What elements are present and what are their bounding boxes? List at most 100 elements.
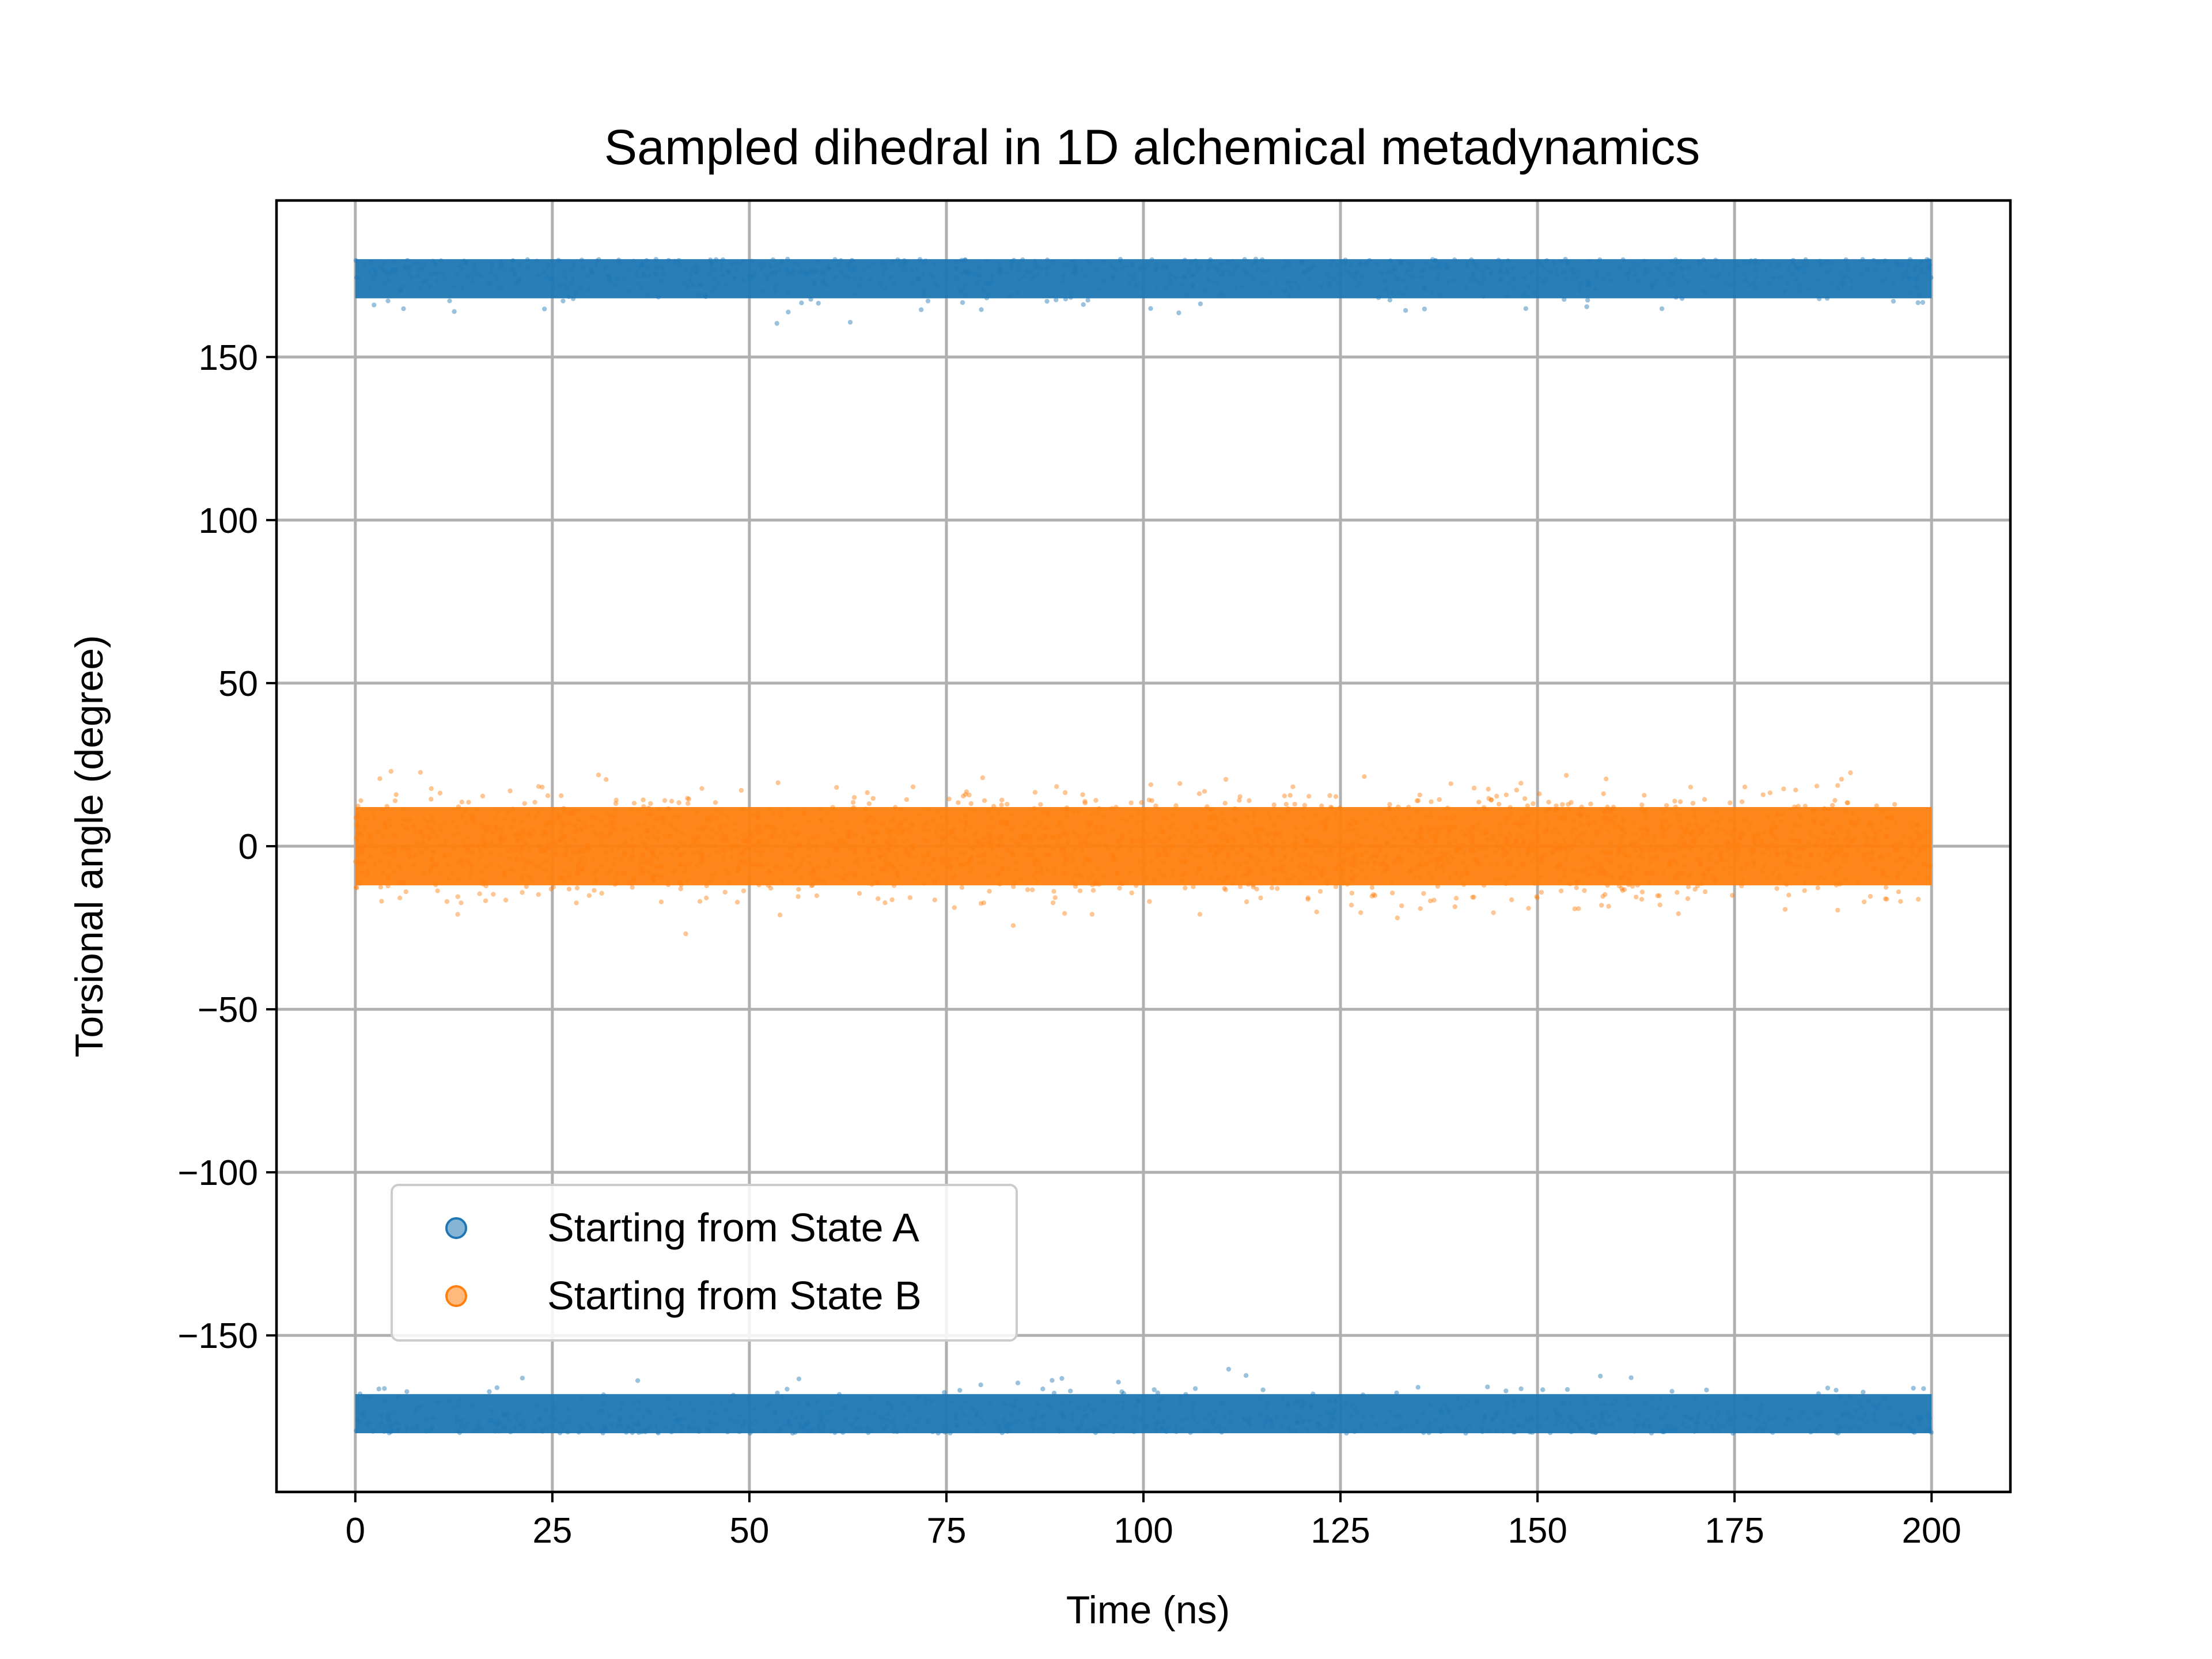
- data-point: [1714, 1400, 1719, 1406]
- data-point: [1135, 809, 1141, 815]
- data-point: [620, 1423, 625, 1428]
- data-point: [1608, 839, 1613, 845]
- data-point: [609, 824, 615, 830]
- data-point: [1692, 887, 1698, 892]
- data-point: [987, 834, 993, 840]
- data-point: [1574, 1421, 1580, 1426]
- data-point: [1562, 268, 1568, 274]
- data-point: [544, 820, 550, 825]
- data-point: [571, 808, 576, 814]
- data-point: [656, 828, 661, 834]
- data-point: [1408, 274, 1414, 279]
- data-point: [499, 840, 504, 846]
- data-point: [1898, 899, 1903, 904]
- data-point: [362, 1411, 368, 1416]
- data-point: [1171, 812, 1176, 817]
- data-point: [1759, 1402, 1764, 1407]
- data-point: [786, 1419, 791, 1425]
- data-point: [1797, 839, 1802, 844]
- data-point: [1919, 270, 1924, 275]
- data-point: [605, 273, 611, 278]
- data-point: [1467, 1422, 1472, 1427]
- data-point: [1419, 826, 1424, 831]
- data-point: [828, 1429, 834, 1434]
- data-point: [1428, 834, 1433, 840]
- data-point: [1073, 263, 1079, 269]
- data-point: [1666, 283, 1672, 288]
- data-point: [724, 868, 729, 873]
- data-point: [417, 287, 422, 293]
- data-point: [665, 882, 671, 888]
- data-point: [1582, 831, 1588, 836]
- data-point: [1633, 273, 1638, 278]
- data-point: [709, 260, 714, 265]
- data-point: [686, 796, 692, 802]
- data-point: [953, 1416, 958, 1421]
- data-point: [495, 863, 501, 869]
- data-point: [1602, 809, 1607, 815]
- data-point: [361, 1414, 366, 1419]
- data-point: [891, 817, 896, 822]
- data-point: [1696, 831, 1702, 837]
- data-point: [1361, 1392, 1366, 1397]
- data-point: [1072, 259, 1078, 264]
- data-point: [1544, 1416, 1550, 1421]
- data-point: [475, 271, 481, 277]
- data-point: [745, 1397, 751, 1402]
- data-point: [986, 809, 991, 814]
- data-point: [372, 845, 377, 851]
- data-point: [1626, 271, 1631, 276]
- data-point: [423, 846, 429, 851]
- data-point: [424, 1416, 429, 1422]
- data-point: [966, 1421, 971, 1426]
- data-point: [704, 883, 709, 888]
- data-point: [996, 260, 1002, 266]
- data-point: [1032, 816, 1037, 821]
- data-point: [912, 1427, 917, 1432]
- data-point: [1553, 808, 1559, 813]
- data-point: [1643, 869, 1649, 874]
- data-point: [1047, 851, 1052, 857]
- data-point: [1448, 824, 1453, 830]
- data-point: [1772, 825, 1778, 830]
- data-point: [1324, 853, 1330, 858]
- data-point: [1419, 275, 1424, 281]
- data-point: [1834, 1430, 1839, 1435]
- data-point: [484, 281, 490, 287]
- data-point: [454, 824, 460, 830]
- data-point: [863, 819, 869, 825]
- data-point: [1044, 266, 1050, 271]
- data-point: [1031, 874, 1036, 879]
- data-point: [1426, 848, 1431, 853]
- data-point: [1915, 1412, 1920, 1418]
- data-point: [607, 276, 613, 282]
- data-point: [1673, 294, 1679, 300]
- data-point: [1358, 274, 1363, 280]
- data-point: [1388, 830, 1393, 835]
- data-point: [1146, 797, 1152, 802]
- data-point: [1859, 271, 1865, 276]
- data-point: [1129, 845, 1134, 850]
- data-point: [1415, 1420, 1421, 1425]
- data-point: [1896, 889, 1902, 895]
- data-point: [1471, 857, 1476, 863]
- data-point: [1176, 310, 1181, 316]
- data-point: [1715, 819, 1721, 824]
- data-point: [361, 859, 366, 865]
- data-point: [1070, 809, 1076, 814]
- data-point: [1297, 878, 1302, 884]
- data-point: [370, 809, 376, 815]
- data-point: [1003, 1425, 1009, 1430]
- data-point: [560, 834, 566, 839]
- data-point: [1649, 1396, 1655, 1401]
- data-point: [1007, 848, 1013, 853]
- data-point: [835, 846, 841, 851]
- data-point: [884, 261, 889, 266]
- data-point: [1752, 863, 1757, 869]
- data-point: [982, 858, 987, 864]
- data-point: [1191, 884, 1196, 889]
- data-point: [752, 270, 757, 275]
- data-point: [1558, 1414, 1563, 1419]
- data-point: [1195, 823, 1200, 829]
- data-point: [1429, 289, 1434, 294]
